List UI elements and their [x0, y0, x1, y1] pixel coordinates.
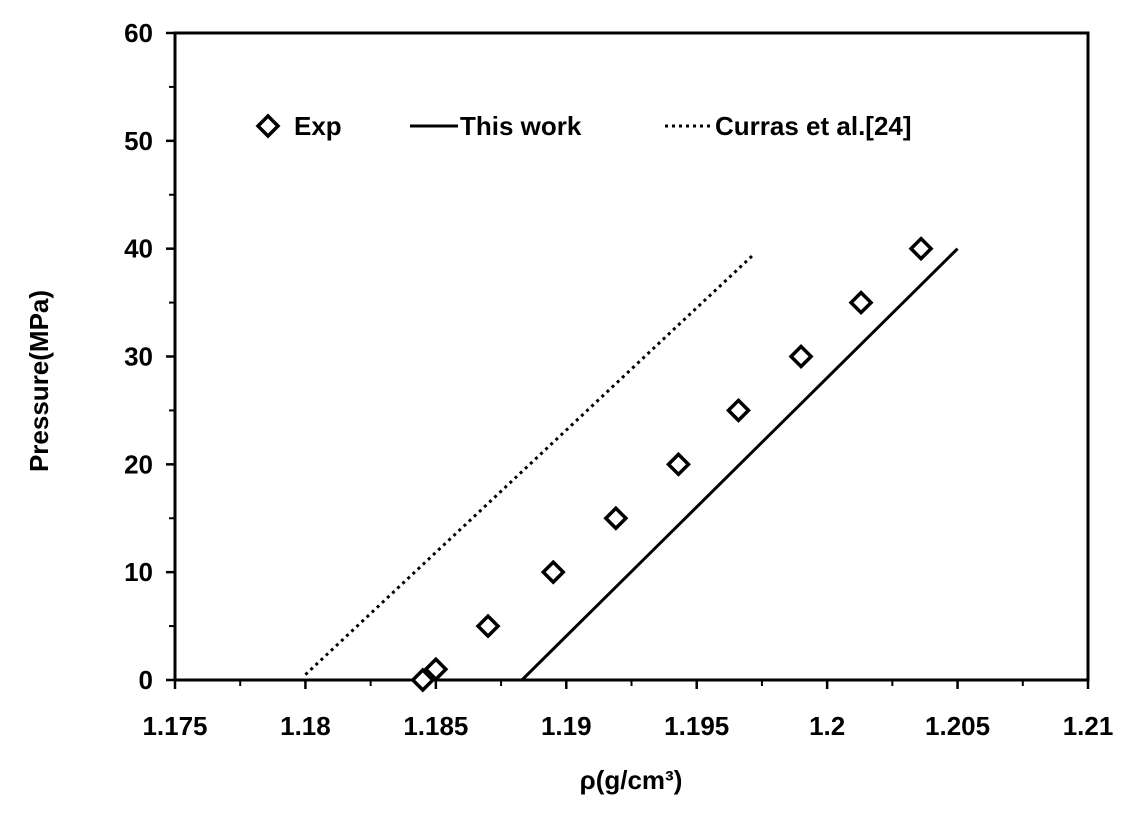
exp-data-point	[788, 344, 814, 369]
x-axis-title: ρ(g/cm³)	[580, 765, 683, 795]
curras-line	[304, 252, 756, 676]
x-tick-label: 1.2	[809, 711, 845, 741]
this-work-line	[520, 247, 959, 682]
x-tick-label: 1.205	[925, 711, 990, 741]
x-tick-label: 1.21	[1063, 711, 1114, 741]
x-tick-label: 1.175	[142, 711, 207, 741]
exp-data-point	[475, 613, 501, 639]
y-tick-label: 20	[124, 449, 153, 479]
legend-marker-diamond	[255, 113, 281, 139]
x-tick-label: 1.185	[403, 711, 468, 741]
exp-data-point	[848, 290, 874, 316]
y-axis-title: Pressure(MPa)	[24, 290, 54, 472]
x-axis-ticks: 1.175 1.18 1.185 1.19 1.195 1.2 1.205 1.21	[142, 680, 1113, 741]
x-tick-label: 1.195	[664, 711, 729, 741]
exp-data-point	[410, 667, 436, 693]
exp-data-point	[908, 236, 934, 262]
x-tick-label: 1.18	[280, 711, 331, 741]
exp-data-point	[725, 397, 751, 423]
legend-label-exp: Exp	[294, 111, 342, 141]
y-tick-label: 10	[124, 557, 153, 587]
legend-label-this-work: This work	[460, 111, 582, 141]
y-axis-ticks: 0 10 20 30 40 50 60	[124, 18, 175, 695]
series-layer	[304, 236, 959, 693]
legend-item-this-work: This work	[410, 111, 582, 141]
exp-data-point	[423, 656, 449, 682]
x-tick-label: 1.19	[541, 711, 592, 741]
y-tick-label: 50	[124, 126, 153, 156]
legend: Exp This work Curras et al.[24]	[255, 111, 912, 141]
legend-label-curras: Curras et al.[24]	[715, 111, 912, 141]
exp-data-point	[603, 505, 629, 531]
exp-data-point	[540, 559, 566, 585]
y-tick-label: 40	[124, 234, 153, 264]
legend-item-exp: Exp	[255, 111, 342, 141]
y-tick-label: 60	[124, 18, 153, 48]
y-tick-label: 0	[139, 665, 153, 695]
legend-item-curras: Curras et al.[24]	[665, 111, 912, 141]
y-tick-label: 30	[124, 342, 153, 372]
exp-data-point	[665, 451, 691, 477]
